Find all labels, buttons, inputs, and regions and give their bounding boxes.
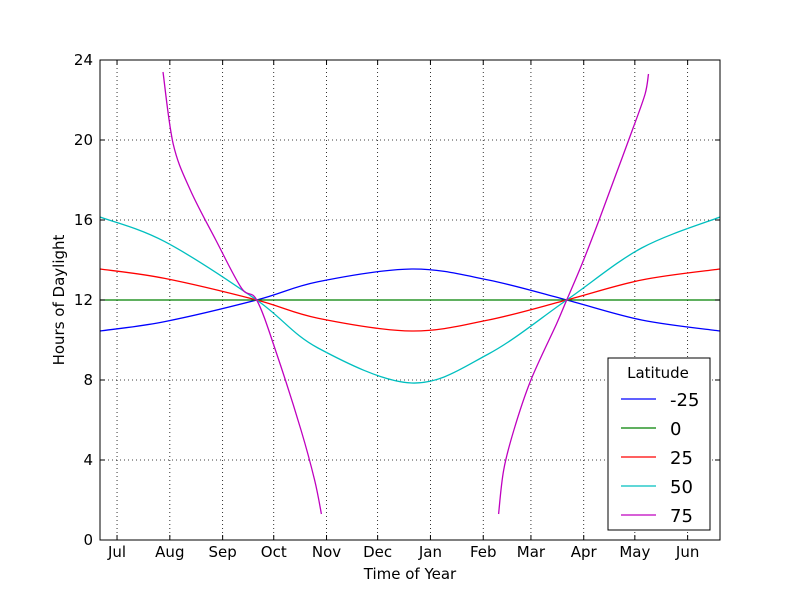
x-tick-label: Nov [312, 543, 341, 561]
x-tick-label: Mar [517, 543, 546, 561]
x-tick-label: Dec [363, 543, 392, 561]
x-axis-title: Time of Year [363, 565, 457, 583]
legend-label-50: 50 [670, 477, 693, 498]
series-line-25 [99, 268, 721, 332]
x-tick-label: Aug [155, 543, 184, 561]
x-tick-label: Apr [571, 543, 598, 561]
y-tick-label: 8 [83, 371, 93, 389]
series-line--25 [99, 268, 721, 332]
x-tick-label: Jun [675, 543, 699, 561]
axis-ticks: 0 4 8 12 16 20 24 Jul Aug Sep Oct Nov Dec Jan Feb Mar Ap… [74, 51, 720, 561]
x-tick-label: Sep [208, 543, 236, 561]
legend-items: -25 0 25 50 75 [621, 390, 699, 527]
series-line-75 [162, 71, 323, 515]
series-lines [99, 71, 721, 515]
legend-label--25: -25 [670, 390, 699, 411]
series-line-50 [99, 216, 721, 384]
x-tick-label: Jul [107, 543, 126, 561]
y-tick-label: 4 [83, 451, 93, 469]
legend-title: Latitude [627, 364, 689, 382]
x-tick-label: Feb [470, 543, 497, 561]
series-line-75 [497, 73, 650, 515]
x-tick-label: Oct [261, 543, 287, 561]
legend-label-75: 75 [670, 506, 693, 527]
legend-box [607, 357, 711, 531]
legend-label-25: 25 [670, 448, 693, 469]
legend-label-0: 0 [670, 419, 681, 440]
y-tick-label: 24 [74, 51, 93, 69]
legend: Latitude -25 0 25 50 75 [607, 357, 711, 531]
x-tick-label: Jan [418, 543, 442, 561]
y-tick-label: 20 [74, 131, 93, 149]
x-tick-label: May [619, 543, 650, 561]
y-tick-label: 12 [74, 291, 93, 309]
y-tick-label: 0 [83, 531, 93, 549]
y-tick-label: 16 [74, 211, 93, 229]
y-axis-title: Hours of Daylight [50, 234, 68, 365]
